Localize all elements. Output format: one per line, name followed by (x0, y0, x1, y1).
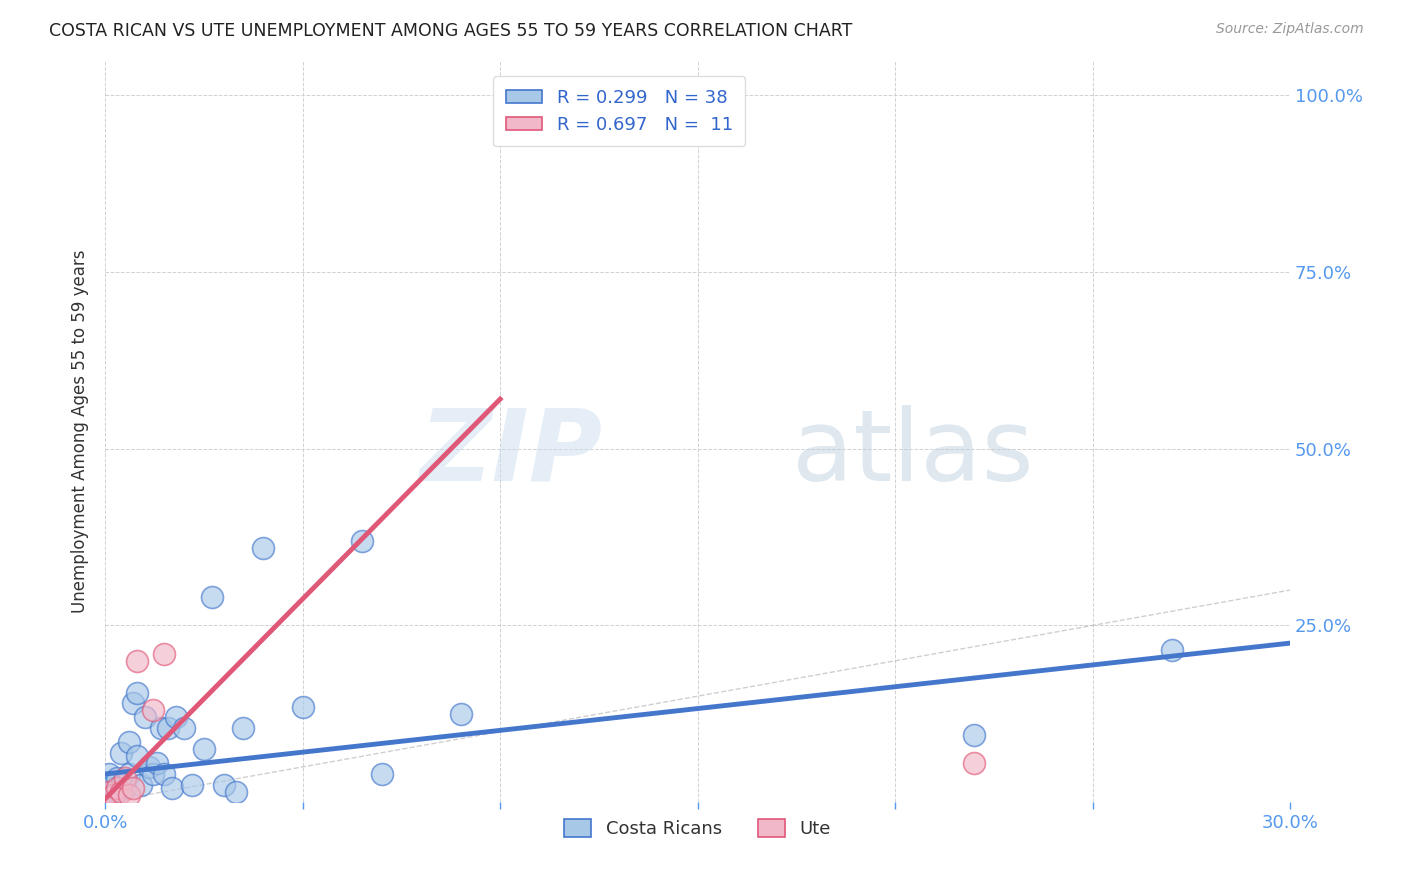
Point (121, 781, 143, 796)
Point (114, 771, 136, 785)
Point (110, 785, 132, 799)
Point (252, 541, 274, 555)
Y-axis label: Unemployment Among Ages 55 to 59 years: Unemployment Among Ages 55 to 59 years (72, 249, 89, 613)
Point (98, 781, 121, 796)
Point (121, 696, 143, 710)
Point (105, 785, 128, 799)
Point (125, 749, 148, 764)
Text: COSTA RICAN VS UTE UNEMPLOYMENT AMONG AGES 55 TO 59 YEARS CORRELATION CHART: COSTA RICAN VS UTE UNEMPLOYMENT AMONG AG… (49, 22, 852, 40)
Point (101, 788, 124, 802)
Point (963, 756, 986, 771)
Point (114, 781, 136, 796)
Point (101, 778, 124, 792)
Point (291, 699, 314, 714)
Point (370, 767, 392, 781)
Point (105, 771, 128, 785)
Point (350, 533, 373, 548)
Text: atlas: atlas (793, 405, 1033, 501)
Point (125, 685, 148, 699)
Point (118, 788, 141, 802)
Point (162, 781, 184, 796)
Point (963, 728, 986, 742)
Point (145, 756, 167, 771)
Point (110, 778, 132, 792)
Point (193, 742, 215, 756)
Point (225, 785, 247, 799)
Point (450, 706, 472, 721)
Point (153, 647, 176, 661)
Point (201, 590, 224, 604)
Point (165, 710, 187, 724)
Point (118, 767, 141, 781)
Point (142, 767, 165, 781)
Point (118, 735, 141, 749)
Point (181, 778, 204, 792)
Text: Source: ZipAtlas.com: Source: ZipAtlas.com (1216, 22, 1364, 37)
Point (232, 721, 254, 735)
Point (142, 703, 165, 717)
Point (101, 788, 124, 802)
Point (173, 721, 195, 735)
Point (153, 767, 176, 781)
Point (98, 785, 121, 799)
Point (110, 746, 132, 760)
Point (157, 721, 180, 735)
Point (134, 710, 156, 724)
Point (1160, 643, 1182, 657)
Point (212, 778, 235, 792)
Point (105, 781, 128, 796)
Point (98, 767, 121, 781)
Point (138, 760, 160, 774)
Text: ZIP: ZIP (420, 405, 603, 501)
Point (149, 721, 172, 735)
Legend: Costa Ricans, Ute: Costa Ricans, Ute (557, 812, 838, 846)
Point (125, 654, 148, 668)
Point (129, 778, 152, 792)
